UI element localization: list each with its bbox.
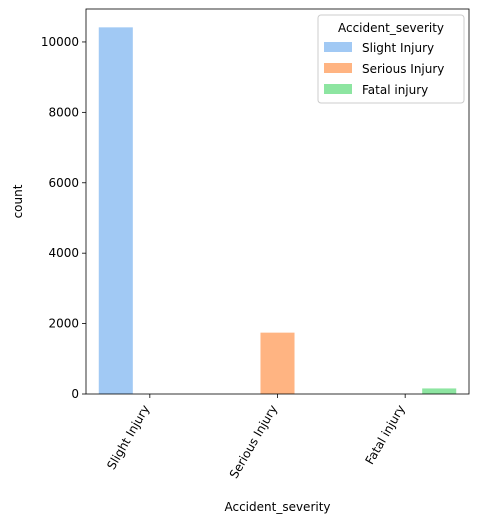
y-tick-label: 6000 [48, 176, 79, 190]
x-tick-label: Fatal injury [362, 403, 407, 467]
plot-frame [85, 8, 470, 395]
x-tick-label: Serious Injury [227, 403, 280, 481]
y-tick-label: 8000 [48, 105, 79, 119]
bar-serious-injury [260, 332, 295, 394]
legend-label: Slight Injury [362, 41, 434, 55]
legend-label: Serious Injury [362, 62, 444, 76]
bar-slight-injury [98, 27, 133, 395]
legend-items: Slight Injury Serious Injury Fatal injury [324, 41, 444, 97]
bars-layer [98, 27, 457, 395]
x-tick-label: Slight Injury [104, 403, 152, 472]
legend-swatch [324, 63, 352, 73]
legend: Accident_severity Slight Injury Serious I… [317, 14, 465, 104]
legend-label: Fatal injury [362, 83, 428, 97]
y-axis-ticks: 0 2000 4000 6000 8000 10000 [41, 35, 86, 401]
y-tick-label: 10000 [41, 35, 79, 49]
legend-title: Accident_severity [338, 21, 444, 35]
legend-swatch [324, 42, 352, 52]
legend-swatch [324, 84, 352, 94]
y-tick-label: 0 [71, 387, 79, 401]
x-axis-label: Accident_severity [224, 500, 330, 514]
y-axis-label: count [11, 184, 25, 218]
x-axis-ticks: Slight Injury Serious Injury Fatal injury [104, 394, 408, 481]
bar-fatal-injury [422, 388, 457, 394]
y-tick-label: 4000 [48, 246, 79, 260]
y-tick-label: 2000 [48, 317, 79, 331]
legend-box [317, 14, 465, 104]
